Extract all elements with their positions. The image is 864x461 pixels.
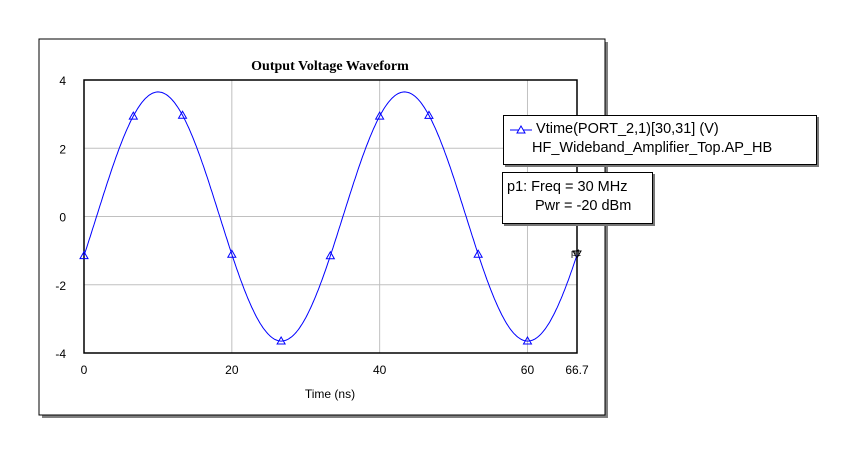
legend: Vtime(PORT_2,1)[30,31] (V) HF_Wideband_A… <box>503 115 817 165</box>
series-line <box>83 91 578 342</box>
y-tick-label: -4 <box>55 347 66 361</box>
chart-title: Output Voltage Waveform <box>251 59 409 74</box>
data-point-marker <box>473 249 484 258</box>
x-tick-label: 40 <box>373 363 387 377</box>
data-point-marker <box>424 110 434 119</box>
y-tick-label: 0 <box>59 211 66 225</box>
data-point-marker <box>522 336 533 345</box>
marker-p1-label: p1 <box>571 248 581 258</box>
data-point-marker <box>276 336 286 345</box>
data-point-marker <box>325 250 336 260</box>
marker-pwr: Pwr = -20 dBm <box>535 198 632 214</box>
chart-frame <box>38 38 606 416</box>
legend-series-name: Vtime(PORT_2,1)[30,31] (V) <box>536 121 719 137</box>
y-tick-label: 4 <box>59 74 66 88</box>
legend-series-source: HF_Wideband_Amplifier_Top.AP_HB <box>532 140 773 156</box>
x-axis-label: Time (ns) <box>305 387 355 401</box>
data-point-marker <box>177 110 188 119</box>
x-tick-label: 0 <box>81 363 88 377</box>
marker-readout: p1: Freq = 30 MHz Pwr = -20 dBm <box>502 172 653 224</box>
y-tick-label: 2 <box>59 142 66 156</box>
x-tick-label: 66.7 <box>565 363 589 377</box>
data-point-marker <box>79 250 89 260</box>
data-point-marker <box>226 249 237 258</box>
x-tick-label: 60 <box>521 363 535 377</box>
data-point-marker <box>374 111 385 120</box>
marker-freq: p1: Freq = 30 MHz <box>507 179 628 195</box>
y-tick-label: -2 <box>55 279 66 293</box>
x-tick-label: 20 <box>225 363 239 377</box>
data-point-marker <box>128 111 139 120</box>
legend-line-triangle-icon <box>510 125 532 134</box>
marker-p1-triangle <box>572 250 582 259</box>
